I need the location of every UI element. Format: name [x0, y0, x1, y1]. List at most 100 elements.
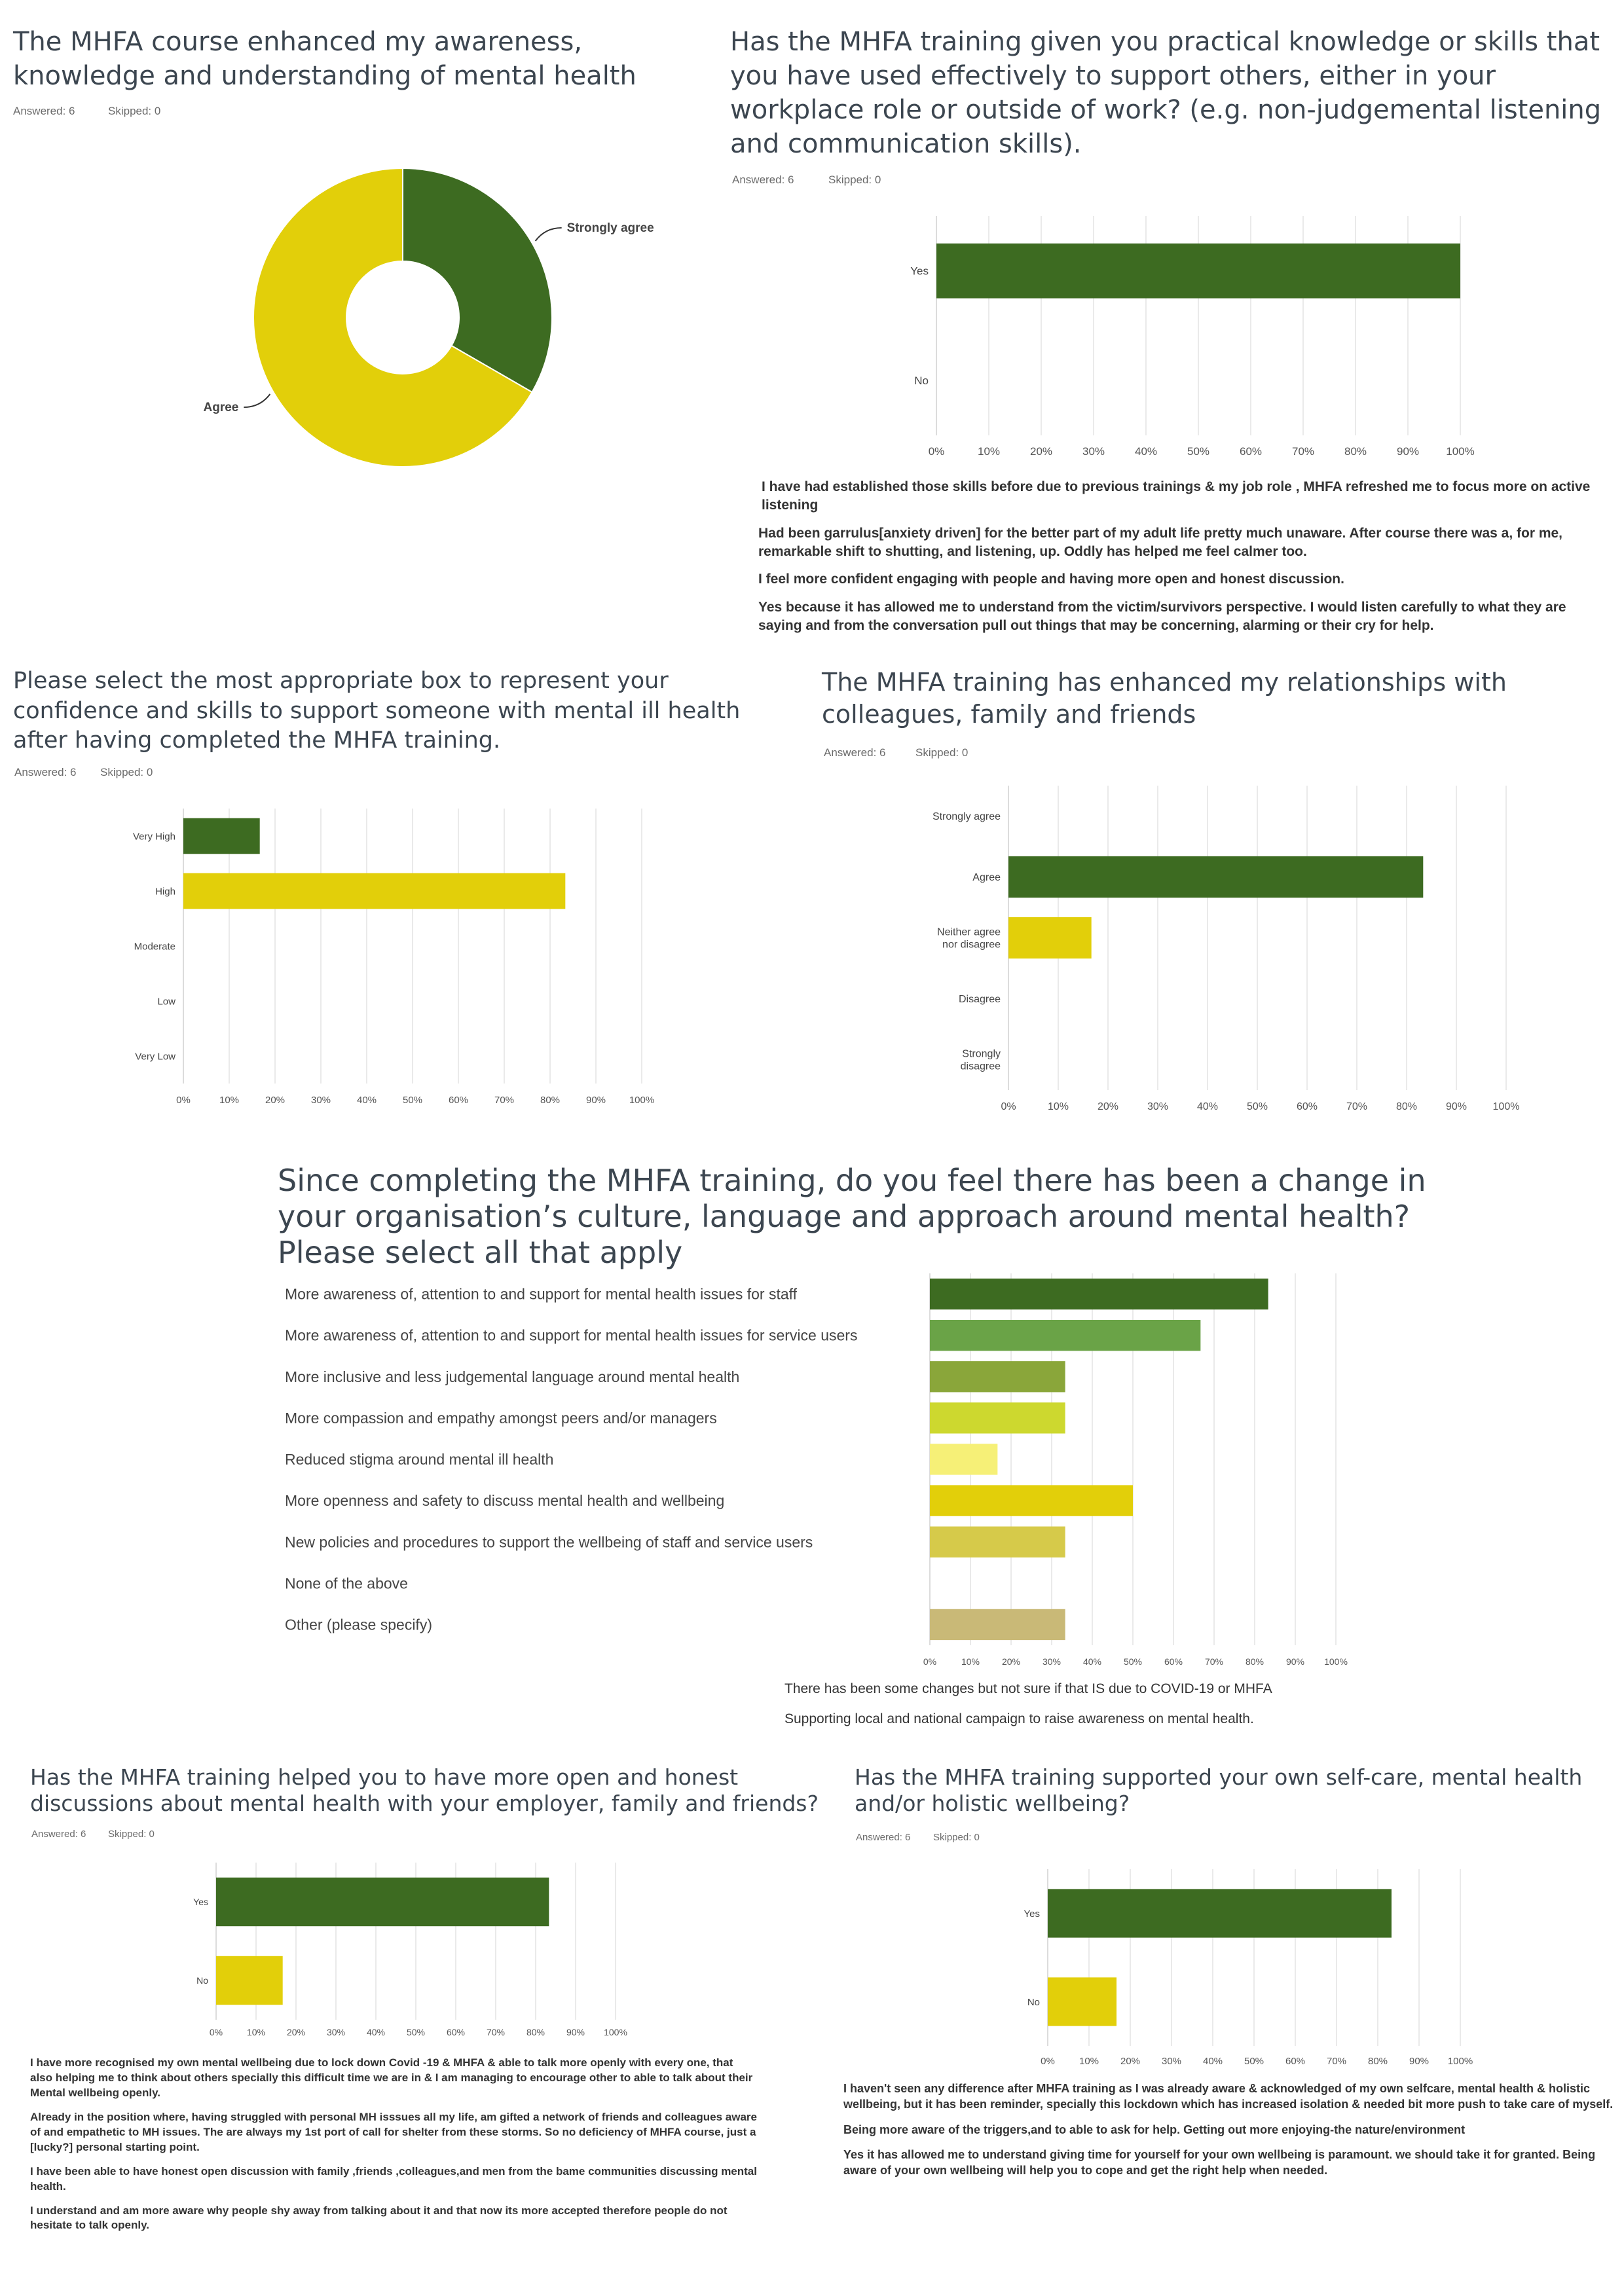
- category-label: None of the above: [285, 1575, 408, 1592]
- x-tick-label: 10%: [978, 445, 1000, 458]
- x-tick-label: 20%: [287, 2027, 305, 2037]
- x-tick-label: 20%: [1120, 2056, 1140, 2067]
- x-tick-label: 60%: [1297, 1101, 1318, 1112]
- q6-comments: I have more recognised my own mental wel…: [30, 2056, 757, 2242]
- q4-title: The MHFA training has enhanced my relati…: [822, 668, 1507, 729]
- q6-skipped: Skipped: 0: [108, 1829, 155, 1840]
- x-tick-label: 20%: [1002, 1656, 1020, 1667]
- category-label: Moderate: [134, 941, 175, 952]
- q5-comment: Supporting local and national campaign t…: [784, 1711, 1254, 1727]
- x-tick-label: 30%: [1043, 1656, 1061, 1667]
- x-tick-label: 90%: [1397, 445, 1419, 458]
- bar: [1008, 856, 1424, 898]
- q5-comments: There has been some changes but not sure…: [784, 1680, 1439, 1738]
- bar: [1048, 1889, 1392, 1938]
- q3-title: Please select the most appropriate box t…: [13, 668, 741, 754]
- x-tick-label: 100%: [604, 2027, 627, 2037]
- q6-comment: I understand and am more aware why peopl…: [30, 2204, 728, 2232]
- x-tick-label: 10%: [1048, 1101, 1069, 1112]
- x-tick-label: 50%: [1187, 445, 1209, 458]
- bar: [216, 1956, 283, 2005]
- category-label: More awareness of, attention to and supp…: [285, 1327, 857, 1344]
- category-label: No: [1027, 1997, 1040, 2008]
- bar: [930, 1402, 1065, 1434]
- q2-comment: Yes because it has allowed me to underst…: [758, 599, 1566, 634]
- bar: [930, 1278, 1268, 1310]
- category-label: Other (please specify): [285, 1616, 432, 1633]
- q7-comment: Being more aware of the triggers,and to …: [843, 2123, 1466, 2136]
- bar: [930, 1444, 998, 1475]
- q3-bar-chart: 0% 10% 20% 30% 40% 50% 60% 70% 80% 90% 100% Very Hi…: [98, 802, 674, 1116]
- q5-title: Since completing the MHFA training, do y…: [278, 1163, 1426, 1271]
- q6-title: Has the MHFA training helped you to have…: [30, 1764, 819, 1816]
- x-tick-label: 100%: [1446, 445, 1474, 458]
- x-tick-label: 50%: [407, 2027, 425, 2037]
- q2-comments: I have had established those skills befo…: [758, 478, 1603, 644]
- category-label: More compassion and empathy amongst peer…: [285, 1410, 717, 1427]
- x-tick-label: 70%: [1205, 1656, 1223, 1667]
- q1-title: The MHFA course enhanced my awareness, k…: [13, 27, 637, 91]
- x-tick-label: 30%: [311, 1095, 331, 1106]
- q5-comment: There has been some changes but not sure…: [784, 1681, 1272, 1696]
- x-tick-label: 30%: [1082, 445, 1105, 458]
- x-tick-label: 10%: [219, 1095, 239, 1106]
- category-label: More awareness of, attention to and supp…: [285, 1286, 798, 1303]
- category-label: Disagree: [959, 994, 1001, 1005]
- x-tick-label: 30%: [1147, 1101, 1168, 1112]
- bar: [1048, 1977, 1117, 2026]
- q6-comment: I have more recognised my own mental wel…: [30, 2056, 753, 2099]
- leader-line: [244, 393, 271, 409]
- x-tick-label: 40%: [1083, 1656, 1101, 1667]
- x-tick-label: 70%: [1327, 2056, 1346, 2067]
- x-tick-label: 100%: [1493, 1101, 1520, 1112]
- x-tick-label: 0%: [210, 2027, 223, 2037]
- category-label: disagree: [961, 1061, 1001, 1072]
- category-label: High: [155, 886, 175, 897]
- bar: [930, 1609, 1065, 1641]
- bar: [1008, 917, 1092, 959]
- q4-bar-chart: 0% 10% 20% 30% 40% 50% 60% 70% 80% 90% 100% Strongl…: [904, 786, 1545, 1126]
- q4-answered: Answered: 6: [824, 746, 886, 759]
- x-tick-label: 0%: [176, 1095, 191, 1106]
- q7-comment: I haven't seen any difference after MHFA…: [843, 2082, 1614, 2111]
- x-tick-label: 10%: [1079, 2056, 1099, 2067]
- q1-skipped: Skipped: 0: [108, 105, 161, 117]
- x-tick-label: 90%: [566, 2027, 585, 2037]
- bar: [936, 243, 1460, 299]
- x-tick-label: 60%: [447, 2027, 465, 2037]
- x-tick-label: 0%: [929, 445, 945, 458]
- x-tick-label: 50%: [403, 1095, 422, 1106]
- x-tick-label: 60%: [1164, 1656, 1183, 1667]
- q2-bar-chart: 0% 10% 20% 30% 40% 50% 60% 70% 80% 90% 100% Yes No: [851, 216, 1480, 465]
- category-label: Very Low: [135, 1051, 175, 1062]
- x-tick-label: 50%: [1244, 2056, 1264, 2067]
- category-label: Yes: [910, 265, 929, 278]
- bar: [930, 1361, 1065, 1393]
- x-tick-label: 60%: [1285, 2056, 1305, 2067]
- x-tick-label: 80%: [1368, 2056, 1388, 2067]
- bar: [183, 873, 566, 909]
- category-label: Agree: [972, 872, 1001, 883]
- category-label: Strongly agree: [932, 811, 1001, 822]
- x-tick-label: 40%: [367, 2027, 385, 2037]
- x-tick-label: 80%: [540, 1095, 560, 1106]
- category-label: No: [914, 374, 929, 387]
- x-tick-label: 40%: [1203, 2056, 1223, 2067]
- q6-answered: Answered: 6: [31, 1829, 86, 1840]
- x-tick-label: 80%: [1246, 1656, 1264, 1667]
- q7-bar-chart: 0% 10% 20% 30% 40% 50% 60% 70% 80% 90% 100% Yes No: [976, 1869, 1500, 2072]
- bar: [216, 1877, 549, 1927]
- x-tick-label: 70%: [1346, 1101, 1367, 1112]
- x-tick-label: 80%: [526, 2027, 545, 2037]
- x-tick-label: 0%: [923, 1656, 936, 1667]
- category-label: Yes: [1024, 1908, 1040, 1920]
- x-tick-label: 10%: [247, 2027, 265, 2037]
- q7-skipped: Skipped: 0: [933, 1832, 980, 1843]
- x-tick-label: 70%: [1292, 445, 1314, 458]
- x-tick-label: 0%: [1041, 2056, 1055, 2067]
- x-tick-label: 90%: [586, 1095, 606, 1106]
- q7-comments: I haven't seen any difference after MHFA…: [843, 2081, 1616, 2187]
- q7-answered: Answered: 6: [856, 1832, 911, 1843]
- x-tick-label: 20%: [1098, 1101, 1118, 1112]
- slice-label: Strongly agree: [567, 221, 654, 235]
